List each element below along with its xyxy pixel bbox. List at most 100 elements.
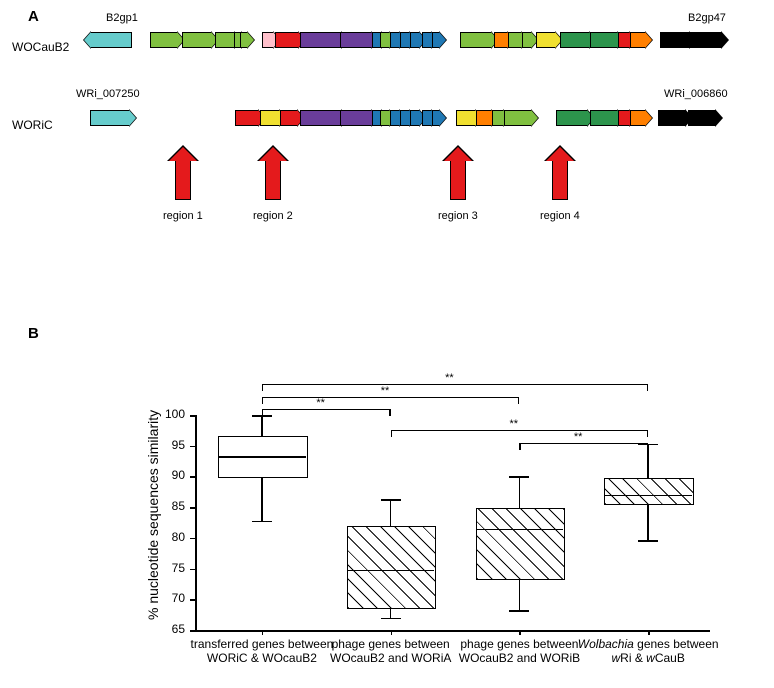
region-label: region 4 bbox=[540, 210, 580, 222]
track2-left-label: WRi_007250 bbox=[76, 88, 140, 100]
median-line bbox=[347, 570, 435, 572]
y-tick bbox=[190, 476, 195, 478]
x-axis bbox=[195, 630, 710, 632]
gene bbox=[630, 32, 646, 48]
y-tick-label: 65 bbox=[155, 622, 185, 636]
significance-label: ** bbox=[381, 385, 390, 397]
gene bbox=[590, 110, 618, 126]
whisker-cap bbox=[509, 610, 529, 612]
whisker bbox=[390, 499, 392, 525]
gene-track-1 bbox=[0, 32, 760, 52]
y-tick bbox=[190, 507, 195, 509]
gene bbox=[560, 32, 590, 48]
panel-b-label: B bbox=[28, 325, 39, 342]
gene bbox=[182, 32, 212, 48]
significance-bracket bbox=[391, 430, 649, 431]
gene bbox=[410, 110, 420, 126]
y-tick bbox=[190, 569, 195, 571]
gene bbox=[618, 110, 630, 126]
whisker-cap bbox=[381, 499, 401, 501]
whisker bbox=[261, 415, 263, 436]
gene bbox=[492, 110, 504, 126]
gene bbox=[340, 110, 372, 126]
gene bbox=[660, 32, 690, 48]
box bbox=[476, 508, 566, 580]
gene bbox=[235, 110, 259, 126]
whisker-cap bbox=[381, 618, 401, 620]
gene bbox=[508, 32, 522, 48]
gene bbox=[280, 110, 298, 126]
region-label: region 3 bbox=[438, 210, 478, 222]
significance-label: ** bbox=[509, 418, 518, 430]
gene bbox=[618, 32, 630, 48]
gene bbox=[456, 110, 476, 126]
gene-track-2 bbox=[0, 110, 760, 130]
y-axis bbox=[195, 415, 197, 630]
whisker bbox=[261, 476, 263, 520]
gene bbox=[476, 110, 492, 126]
gene bbox=[150, 32, 178, 48]
gene bbox=[410, 32, 420, 48]
gene bbox=[422, 32, 432, 48]
region-label: region 2 bbox=[253, 210, 293, 222]
significance-bracket bbox=[262, 384, 648, 385]
significance-bracket bbox=[262, 409, 391, 410]
whisker bbox=[519, 476, 521, 508]
gene bbox=[260, 110, 280, 126]
gene bbox=[90, 110, 130, 126]
gene bbox=[536, 32, 556, 48]
gene bbox=[380, 32, 390, 48]
x-tick bbox=[391, 630, 393, 635]
significance-label: ** bbox=[445, 372, 454, 384]
median-line bbox=[604, 495, 692, 497]
gene bbox=[494, 32, 508, 48]
gene bbox=[390, 32, 400, 48]
y-tick bbox=[190, 415, 195, 417]
region-arrow bbox=[450, 160, 466, 200]
x-category-label: Wolbachia genes betweenwRi & wCauB bbox=[568, 638, 728, 666]
significance-bracket bbox=[519, 443, 648, 444]
gene bbox=[262, 32, 274, 48]
whisker-cap bbox=[638, 540, 658, 542]
x-tick bbox=[648, 630, 650, 635]
gene bbox=[658, 110, 686, 126]
significance-label: ** bbox=[316, 397, 325, 409]
track2-right-label: WRi_006860 bbox=[664, 88, 728, 100]
gene bbox=[380, 110, 390, 126]
y-tick bbox=[190, 538, 195, 540]
x-tick bbox=[262, 630, 264, 635]
whisker-cap bbox=[638, 444, 658, 446]
gene bbox=[215, 32, 235, 48]
gene bbox=[300, 32, 342, 48]
gene bbox=[340, 32, 372, 48]
gene bbox=[688, 110, 716, 126]
gene bbox=[400, 110, 410, 126]
gene bbox=[460, 32, 492, 48]
gene bbox=[90, 32, 132, 48]
region-arrow bbox=[175, 160, 191, 200]
gene bbox=[504, 110, 532, 126]
region-arrow bbox=[265, 160, 281, 200]
whisker bbox=[647, 503, 649, 540]
median-line bbox=[218, 456, 306, 458]
whisker-cap bbox=[509, 476, 529, 478]
significance-bracket bbox=[262, 397, 520, 398]
gene bbox=[400, 32, 410, 48]
gene bbox=[240, 32, 248, 48]
region-label: region 1 bbox=[163, 210, 203, 222]
panel-a-label: A bbox=[28, 8, 39, 25]
significance-label: ** bbox=[574, 431, 583, 443]
boxplot-chart: 65707580859095100% nucleotide sequences … bbox=[150, 370, 730, 670]
whisker-cap bbox=[252, 521, 272, 523]
x-tick bbox=[519, 630, 521, 635]
gene bbox=[432, 110, 440, 126]
gene bbox=[300, 110, 342, 126]
gene bbox=[275, 32, 299, 48]
gene bbox=[556, 110, 588, 126]
whisker bbox=[519, 578, 521, 610]
gene bbox=[630, 110, 646, 126]
box bbox=[347, 526, 437, 609]
gene bbox=[522, 32, 532, 48]
y-tick bbox=[190, 446, 195, 448]
y-axis-title: % nucleotide sequences similarity bbox=[145, 410, 161, 620]
